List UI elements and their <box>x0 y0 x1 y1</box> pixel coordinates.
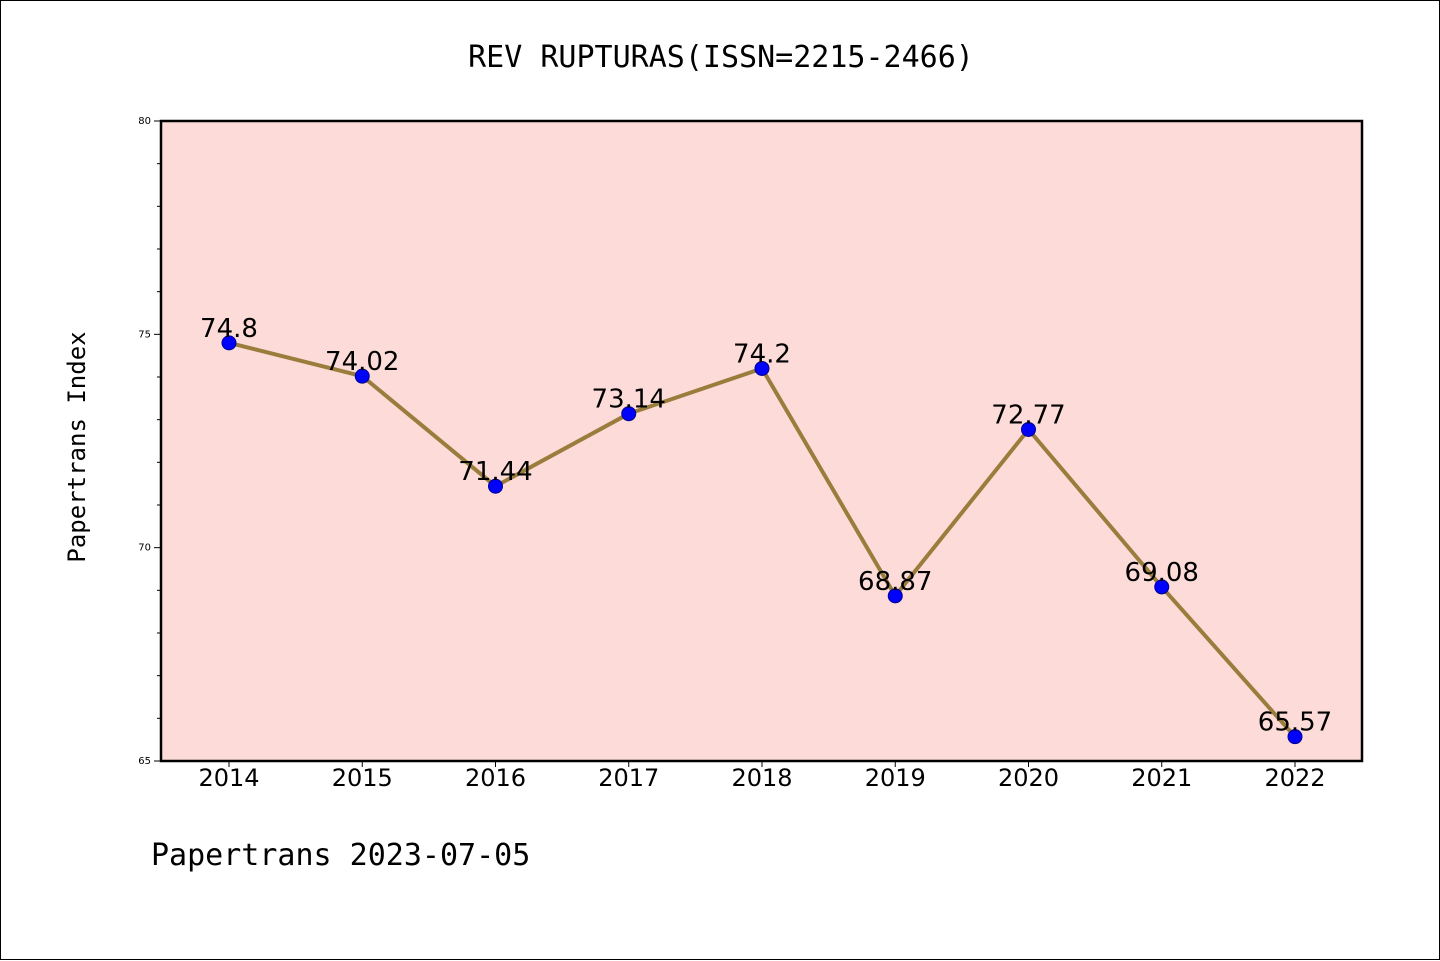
data-label: 73.14 <box>592 385 666 415</box>
y-tick-label: 80 <box>138 116 151 127</box>
x-tick-label: 2020 <box>998 764 1059 792</box>
data-point-marker <box>754 360 770 376</box>
x-tick-label: 2015 <box>332 764 393 792</box>
plot-border <box>159 119 1364 763</box>
x-tick-label: 2018 <box>731 764 792 792</box>
data-label: 69.08 <box>1125 558 1199 588</box>
x-tick-label: 2021 <box>1131 764 1192 792</box>
series-line-group <box>221 335 1303 745</box>
data-label: 74.2 <box>733 339 791 369</box>
y-tick-label: 65 <box>138 756 151 767</box>
data-label: 74.02 <box>325 347 399 377</box>
data-labels: 74.8 74.02 71.44 73.14 74.2 68.87 72.77 69.08 65… <box>200 314 1332 738</box>
data-point-marker <box>887 588 903 604</box>
data-point-marker <box>621 406 637 422</box>
chart-title: REV RUPTURAS(ISSN=2215-2466) <box>468 40 974 75</box>
y-tick-label: 75 <box>138 329 151 340</box>
footer-credit: Papertrans 2023-07-05 <box>151 838 530 873</box>
data-label: 74.8 <box>200 314 258 344</box>
y-tick-label: 70 <box>138 543 151 554</box>
data-point-marker <box>354 368 370 384</box>
data-label: 68.87 <box>858 567 932 597</box>
data-point-marker <box>221 335 237 351</box>
x-tick-label: 2014 <box>198 764 259 792</box>
data-label: 71.44 <box>458 457 532 487</box>
x-tick-label: 2016 <box>465 764 526 792</box>
x-tick-label: 2017 <box>598 764 659 792</box>
plot-area <box>161 121 1362 761</box>
y-axis-label: Papertrans Index <box>63 331 91 562</box>
data-point-marker <box>1154 579 1170 595</box>
data-point-marker <box>1287 729 1303 745</box>
data-label: 72.77 <box>991 400 1065 430</box>
data-label: 65.57 <box>1258 708 1332 738</box>
data-point-marker <box>488 478 503 494</box>
x-tick-label: 2022 <box>1264 764 1325 792</box>
data-point-marker <box>1021 421 1036 437</box>
axis-ticks: 65 70 75 80 2014 2015 2016 2017 2018 2019 2020 2021… <box>138 116 1325 792</box>
x-tick-label: 2019 <box>865 764 926 792</box>
